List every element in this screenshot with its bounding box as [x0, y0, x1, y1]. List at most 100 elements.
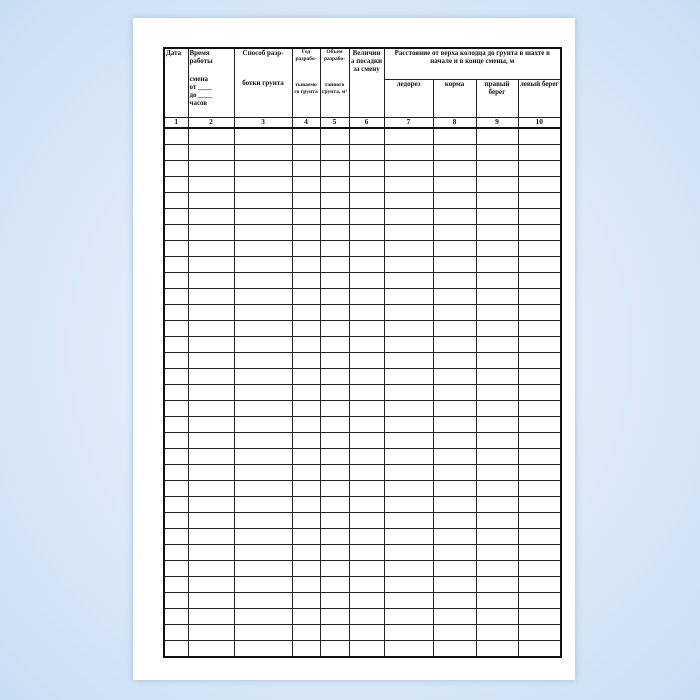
table-row — [163, 351, 562, 369]
table-cell — [517, 383, 562, 401]
table-cell — [233, 159, 293, 177]
table-cell — [517, 575, 562, 593]
header-volume-bottom: танного грунта, м³ — [321, 82, 348, 95]
table-cell — [163, 127, 189, 145]
table-cell — [348, 351, 385, 369]
table-cell — [319, 255, 350, 273]
table-cell — [432, 319, 477, 337]
table-cell — [383, 463, 434, 481]
table-cell — [383, 271, 434, 289]
table-cell — [475, 463, 519, 481]
table-cell — [163, 511, 189, 529]
table-cell — [187, 431, 235, 449]
form-page: Дата Время работы смена от ____ до ____ … — [133, 18, 575, 680]
table-row — [163, 239, 562, 257]
table-cell — [291, 127, 321, 145]
table-cell — [517, 447, 562, 465]
table-cell — [187, 191, 235, 209]
table-cell — [291, 351, 321, 369]
table-cell — [163, 623, 189, 641]
table-cell — [383, 239, 434, 257]
table-cell — [432, 623, 477, 641]
table-cell — [475, 303, 519, 321]
table-cell — [432, 143, 477, 161]
table-cell — [348, 591, 385, 609]
table-cell — [233, 447, 293, 465]
table-cell — [432, 303, 477, 321]
table-cell — [163, 527, 189, 545]
col-num: 6 — [348, 116, 385, 129]
table-cell — [517, 255, 562, 273]
table-cell — [187, 335, 235, 353]
table-cell — [163, 367, 189, 385]
table-cell — [163, 639, 189, 657]
table-cell — [291, 319, 321, 337]
table-cell — [187, 399, 235, 417]
table-cell — [383, 191, 434, 209]
table-cell — [163, 159, 189, 177]
table-cell — [319, 431, 350, 449]
table-cell — [475, 159, 519, 177]
table-cell — [475, 351, 519, 369]
table-cell — [319, 479, 350, 497]
table-cell — [319, 127, 350, 145]
table-cell — [319, 639, 350, 657]
table-cell — [233, 271, 293, 289]
table-row — [163, 575, 562, 593]
table-cell — [348, 175, 385, 193]
table-cell — [163, 463, 189, 481]
table-cell — [517, 607, 562, 625]
table-cell — [517, 367, 562, 385]
table-cell — [348, 255, 385, 273]
table-cell — [233, 351, 293, 369]
table-row — [163, 127, 562, 145]
table-cell — [348, 639, 385, 657]
table-cell — [233, 495, 293, 513]
table-cell — [517, 527, 562, 545]
table-cell — [233, 303, 293, 321]
table-cell — [383, 367, 434, 385]
table-cell — [432, 255, 477, 273]
table-cell — [383, 255, 434, 273]
table-cell — [432, 239, 477, 257]
header-volume-top: Объем разрабо- — [323, 49, 346, 62]
table-row — [163, 367, 562, 385]
table-cell — [291, 575, 321, 593]
header-time-shift: смена — [189, 75, 209, 83]
table-cell — [233, 255, 293, 273]
table-cell — [163, 431, 189, 449]
table-cell — [187, 239, 235, 257]
col-num: 3 — [233, 116, 293, 129]
table-cell — [291, 527, 321, 545]
table-cell — [187, 511, 235, 529]
col-num: 7 — [383, 116, 434, 129]
table-cell — [383, 287, 434, 305]
table-cell — [517, 335, 562, 353]
table-row — [163, 543, 562, 561]
table-cell — [163, 575, 189, 593]
table-cell — [383, 415, 434, 433]
table-cell — [319, 175, 350, 193]
table-cell — [291, 335, 321, 353]
table-cell — [319, 223, 350, 241]
table-cell — [348, 127, 385, 145]
table-cell — [291, 175, 321, 193]
table-cell — [432, 159, 477, 177]
table-cell — [517, 495, 562, 513]
table-cell — [383, 543, 434, 561]
table-cell — [432, 591, 477, 609]
table-cell — [348, 479, 385, 497]
table-cell — [291, 623, 321, 641]
table-cell — [432, 367, 477, 385]
table-cell — [163, 255, 189, 273]
table-cell — [163, 351, 189, 369]
table-row — [163, 191, 562, 209]
table-row — [163, 207, 562, 225]
table-cell — [163, 399, 189, 417]
table-cell — [319, 447, 350, 465]
table-cell — [383, 383, 434, 401]
table-cell — [319, 415, 350, 433]
header-distance: Расстояние от верха колодца до грунта в … — [383, 47, 562, 80]
table-cell — [517, 271, 562, 289]
table-cell — [517, 127, 562, 145]
